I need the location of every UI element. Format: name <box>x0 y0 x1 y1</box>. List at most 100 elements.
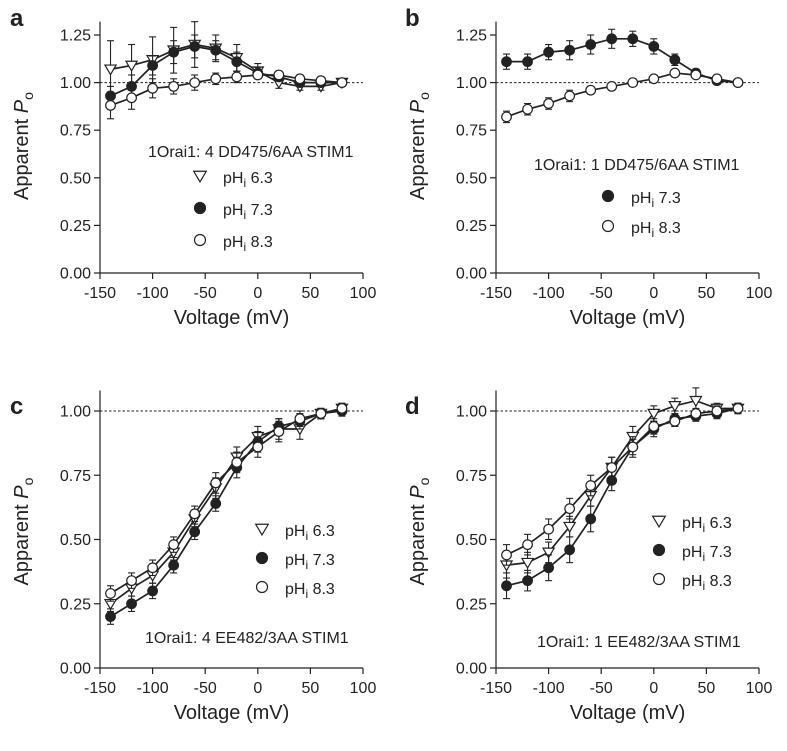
y-tick-label: 0.25 <box>456 218 487 235</box>
data-point <box>732 77 744 88</box>
chart-panel-b: b 0.00 0.25 0.50 0.75 1.00 1.25 -150 -100 -50 0 50 1… <box>405 5 772 329</box>
legend-label-value: 7.3 <box>654 190 681 207</box>
data-point <box>648 41 660 52</box>
legend-label-value: 8.3 <box>308 581 335 598</box>
data-point <box>501 549 512 561</box>
legend-label-subscript: i <box>651 226 654 240</box>
legend-marker <box>601 189 615 203</box>
data-point <box>585 39 597 50</box>
y-tick-label: 0.00 <box>456 661 487 678</box>
legend-item: pHi 8.3 <box>193 233 273 254</box>
data-point <box>147 562 159 574</box>
x-tick-label: 100 <box>746 285 773 302</box>
data-point <box>126 92 137 104</box>
x-tick-label: -100 <box>533 680 565 697</box>
data-point <box>648 421 660 432</box>
legend-label: pHi 7.3 <box>631 190 681 210</box>
data-point <box>294 413 306 425</box>
data-point <box>543 46 554 58</box>
legend-label-subscript: i <box>305 558 308 572</box>
data-point <box>210 498 222 509</box>
y-tick-label: 1.00 <box>60 404 91 421</box>
legend-item: pHi 7.3 <box>193 201 273 222</box>
data-point <box>147 585 159 597</box>
data-point <box>585 84 597 96</box>
legend-label: pHi 7.3 <box>682 544 732 564</box>
y-tick-label: 0.00 <box>456 266 487 283</box>
y-axis-label-subscript: o <box>416 477 432 485</box>
x-axis-label: Voltage (mV) <box>174 307 290 329</box>
y-axis-label: Apparent Po <box>407 477 432 585</box>
x-axis-label: Voltage (mV) <box>570 307 686 329</box>
legend-label-subscript: i <box>702 579 705 593</box>
data-point <box>189 508 201 520</box>
legend-label-value: 7.3 <box>308 552 335 569</box>
legend-label-main: pH <box>631 220 651 237</box>
x-tick-label: -150 <box>480 285 512 302</box>
legend-item: pHi 6.3 <box>651 515 732 535</box>
chart-panel-d: d 0.00 0.25 0.50 0.75 1.00 -150 -100 -50 0 50 100 Vo… <box>405 387 772 724</box>
data-point <box>564 44 576 56</box>
y-axis-label: Apparent Po <box>11 92 36 200</box>
data-point <box>105 100 116 111</box>
data-point <box>564 503 576 515</box>
data-point <box>690 69 702 81</box>
legend-marker <box>652 543 666 557</box>
series-7.3 <box>501 28 744 88</box>
legend-label-value: 6.3 <box>246 170 273 187</box>
x-tick-label: 50 <box>698 680 716 697</box>
data-point <box>105 611 116 622</box>
data-point <box>564 544 576 556</box>
data-point <box>627 441 639 453</box>
x-tick-label: 100 <box>350 680 377 697</box>
panel-label: d <box>405 393 420 420</box>
legend-label-subscript: i <box>702 521 705 535</box>
legend-item: pHi 8.3 <box>255 580 335 601</box>
data-point <box>585 513 597 525</box>
y-tick-label: 0.75 <box>60 123 91 140</box>
y-tick-label: 0.75 <box>456 468 487 485</box>
data-point <box>168 46 180 58</box>
legend-label-value: 6.3 <box>308 523 335 540</box>
legend-marker <box>651 515 667 529</box>
legend-label-subscript: i <box>305 529 308 543</box>
data-point <box>231 56 243 68</box>
data-point <box>522 539 533 551</box>
y-axis-label-subscript: o <box>416 92 432 100</box>
data-point <box>732 403 744 414</box>
legend-item: pHi 8.3 <box>652 572 732 593</box>
data-point <box>585 480 597 491</box>
y-tick-label: 0.25 <box>456 596 487 613</box>
x-tick-label: -100 <box>533 285 565 302</box>
legend-label-main: pH <box>631 190 651 207</box>
y-axis-label-subscript: o <box>20 477 36 485</box>
data-point <box>315 408 327 419</box>
data-point <box>668 401 682 413</box>
series-7.3 <box>105 34 348 106</box>
legend-label-subscript: i <box>305 587 308 601</box>
x-tick-label: 0 <box>649 285 658 302</box>
y-axis-label-variable: P <box>407 99 429 113</box>
data-point <box>606 33 618 45</box>
chart-panel-c: c 0.00 0.25 0.50 0.75 1.00 -150 -100 -50 0 50 100 Vo… <box>10 390 376 724</box>
data-point <box>541 547 556 559</box>
data-point <box>543 562 554 574</box>
legend-label-main: pH <box>223 170 243 187</box>
y-axis-label-text: Apparent <box>11 113 33 200</box>
legend-title: 1Orai1: 1 EE482/3AA STIM1 <box>537 634 741 651</box>
legend-item: pHi 8.3 <box>601 219 681 240</box>
legend-label-subscript: i <box>243 176 246 190</box>
legend-label: pHi 6.3 <box>223 170 273 190</box>
y-axis-label-text: Apparent <box>11 499 33 586</box>
y-tick-label: 0.50 <box>456 170 487 187</box>
data-point <box>690 408 702 419</box>
x-axis-label: Voltage (mV) <box>174 702 290 724</box>
legend-label: pHi 6.3 <box>682 515 732 535</box>
data-point <box>501 580 512 592</box>
legend-item: pHi 7.3 <box>652 543 732 564</box>
legend-label: pHi 8.3 <box>631 220 681 240</box>
legend-label-subscript: i <box>651 196 654 210</box>
data-point <box>562 521 577 534</box>
data-point <box>189 77 201 88</box>
